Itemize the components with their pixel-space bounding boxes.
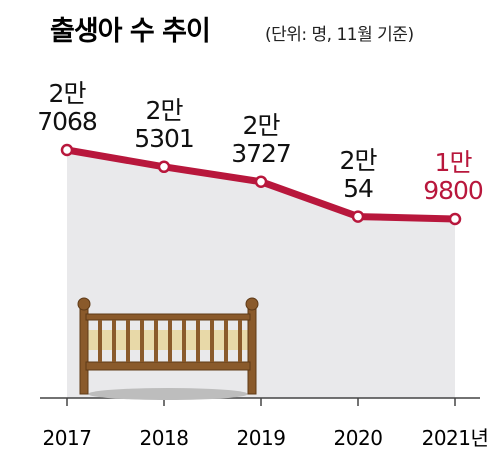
point bbox=[351, 210, 365, 223]
value-label: 2만 54 bbox=[339, 145, 378, 203]
x-tick-label: 2019 bbox=[237, 426, 286, 450]
value-label: 2만 5301 bbox=[134, 95, 195, 153]
value-label: 2만 3727 bbox=[231, 110, 292, 168]
point bbox=[157, 160, 171, 174]
value-label: 1만 9800 bbox=[423, 148, 484, 205]
chart-title: 출생아 수 추이 bbox=[50, 16, 210, 47]
point bbox=[254, 175, 268, 188]
x-tick-label: 2021년 bbox=[422, 426, 489, 450]
chart-subtitle: (단위: 명, 11월 기준) bbox=[265, 25, 414, 45]
value-label: 2만 7068 bbox=[37, 79, 98, 136]
point bbox=[448, 212, 462, 226]
x-tick-label: 2017 bbox=[43, 426, 92, 450]
point bbox=[60, 143, 74, 157]
x-tick-label: 2018 bbox=[140, 426, 189, 450]
crib bbox=[77, 297, 259, 400]
x-tick-label: 2020 bbox=[334, 426, 383, 450]
